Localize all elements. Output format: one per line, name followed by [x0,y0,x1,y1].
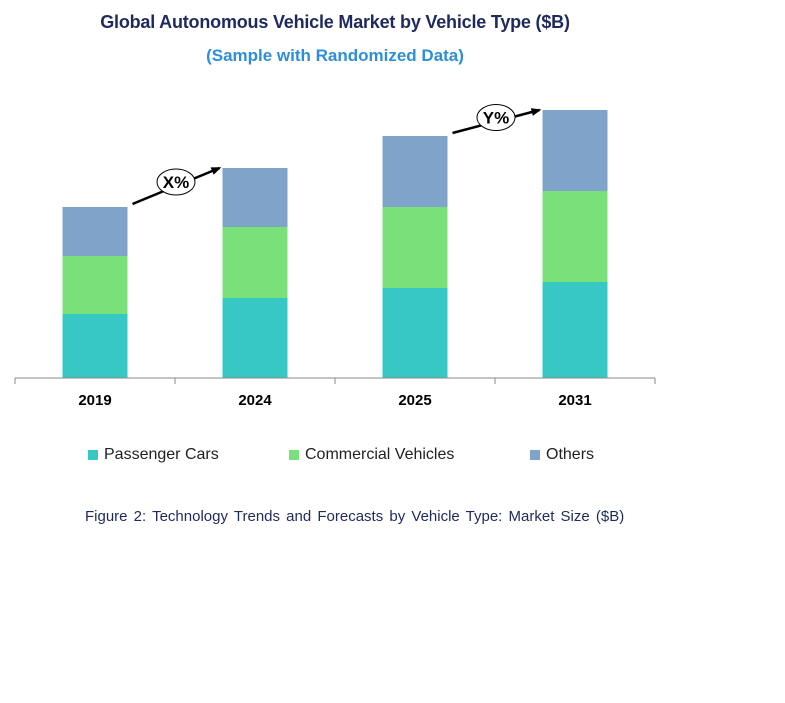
legend-swatch [88,450,98,460]
x-tick-label: 2024 [238,392,272,409]
bar-segment-2019-commercial-vehicles [62,256,128,314]
legend-item-others: Others [530,446,594,464]
legend-label: Others [546,446,595,463]
legend-swatch [289,450,299,460]
bar-segment-2031-others [542,110,608,191]
bar-segment-2024-passenger-cars [222,298,288,378]
bar-segment-2019-others [62,207,128,256]
legend-label: Commercial Vehicles [305,446,455,463]
growth-label-bubble [156,168,196,196]
bar-segment-2025-passenger-cars [382,288,448,378]
legend-swatch [530,450,540,460]
bar-segment-2031-commercial-vehicles [542,191,608,282]
figure-caption: Figure 2: Technology Trends and Forecast… [85,508,625,525]
x-tick-label: 2019 [78,392,111,409]
x-tick-label: 2025 [398,392,431,409]
chart-legend: Passenger Cars Commercial Vehicles Other… [0,446,785,468]
bar-segment-2024-others [222,168,288,227]
bar-segment-2024-commercial-vehicles [222,227,288,298]
growth-label: X% [163,173,189,192]
chart-subtitle: (Sample with Randomized Data) [206,46,464,65]
x-tick-label: 2031 [558,392,591,409]
growth-label-bubble [476,104,516,131]
growth-label: Y% [483,109,509,128]
bar-segment-2031-passenger-cars [542,282,608,378]
bar-segment-2025-commercial-vehicles [382,207,448,288]
chart-title: Global Autonomous Vehicle Market by Vehi… [100,12,570,32]
stacked-bar-chart: 2019 2024 2025 2031 X% Y% [14,104,656,409]
legend-item-passenger-cars: Passenger Cars [88,446,219,464]
legend-item-commercial-vehicles: Commercial Vehicles [289,446,454,464]
bar-segment-2019-passenger-cars [62,314,128,378]
legend-label: Passenger Cars [104,446,219,463]
bar-segment-2025-others [382,136,448,207]
